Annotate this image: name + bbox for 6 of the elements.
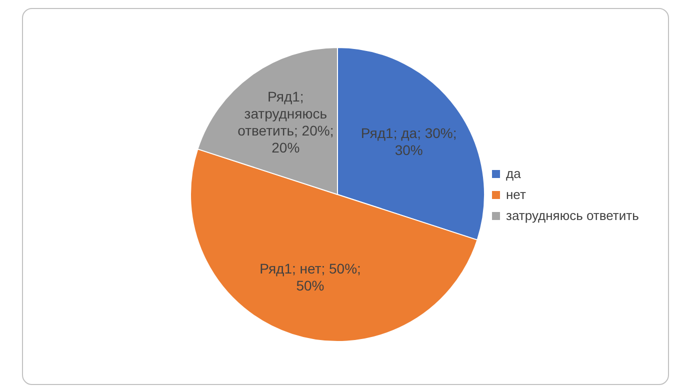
data-label: Ряд1; да; 30%; 30% xyxy=(360,125,457,158)
legend-label: нет xyxy=(506,187,526,202)
data-label: Ряд1; затрудняюсь ответить; 20%; 20% xyxy=(238,88,334,156)
legend-label: затрудняюсь ответить xyxy=(506,208,639,223)
data-label: Ряд1; нет; 50%; 50% xyxy=(260,260,361,294)
legend-label: да xyxy=(506,166,521,181)
